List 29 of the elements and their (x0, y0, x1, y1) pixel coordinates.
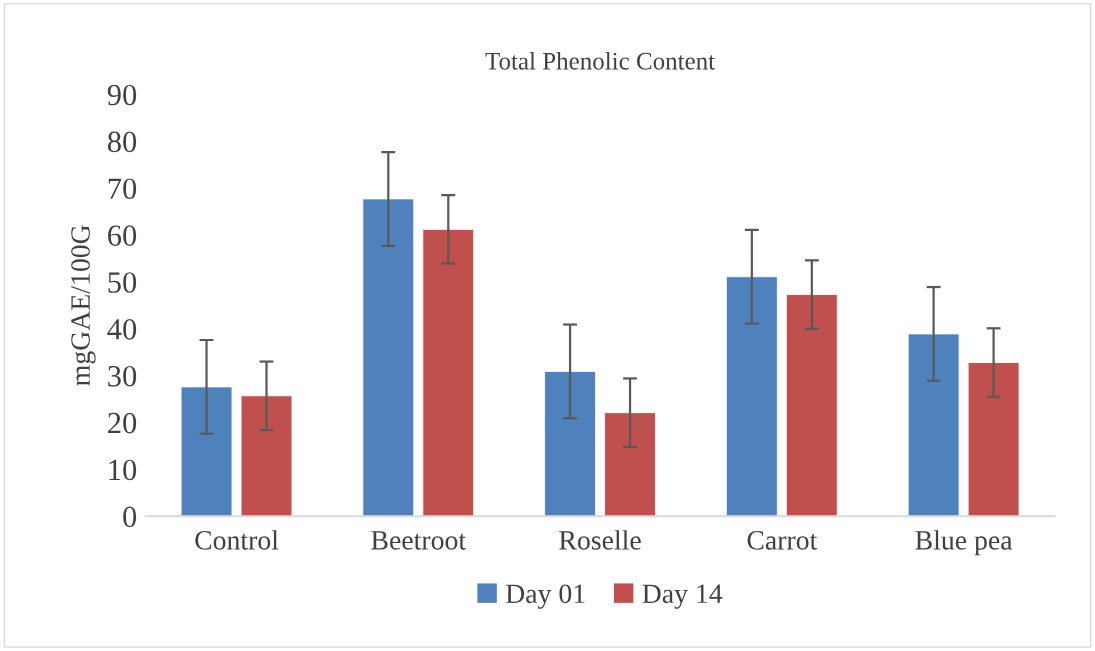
bar (240, 395, 293, 517)
y-tick-label: 70 (108, 178, 137, 200)
y-tick-label: 0 (123, 506, 137, 528)
y-tick-label: 40 (107, 319, 137, 340)
bar (362, 198, 415, 517)
bar (785, 294, 838, 517)
y-tick-label: 10 (109, 459, 137, 481)
y-tick-label: 50 (108, 272, 137, 293)
bar (907, 333, 960, 517)
y-tick-label: 90 (107, 84, 137, 106)
x-tick-label: Roselle (559, 530, 641, 550)
bar (544, 370, 596, 517)
x-tick-label: Beetroot (371, 531, 466, 550)
x-tick-label: Carrot (747, 531, 818, 550)
y-tick-label: 30 (108, 365, 137, 387)
chart-title: Total Phenolic Content (485, 52, 715, 70)
bar (967, 362, 1020, 517)
legend-label: Day 14 (642, 584, 723, 609)
bar (180, 386, 233, 517)
bar (725, 276, 778, 517)
y-tick-label: 60 (108, 225, 137, 246)
bar (604, 412, 656, 517)
x-tick-label: Control (195, 530, 279, 550)
x-tick-label: Blue pea (915, 530, 1013, 556)
y-tick-label: 80 (107, 131, 137, 153)
y-tick-label: 20 (108, 412, 137, 434)
legend-label: Day 01 (505, 584, 585, 609)
y-axis-title: mgGAE/100G (71, 225, 96, 386)
bar (422, 228, 475, 517)
